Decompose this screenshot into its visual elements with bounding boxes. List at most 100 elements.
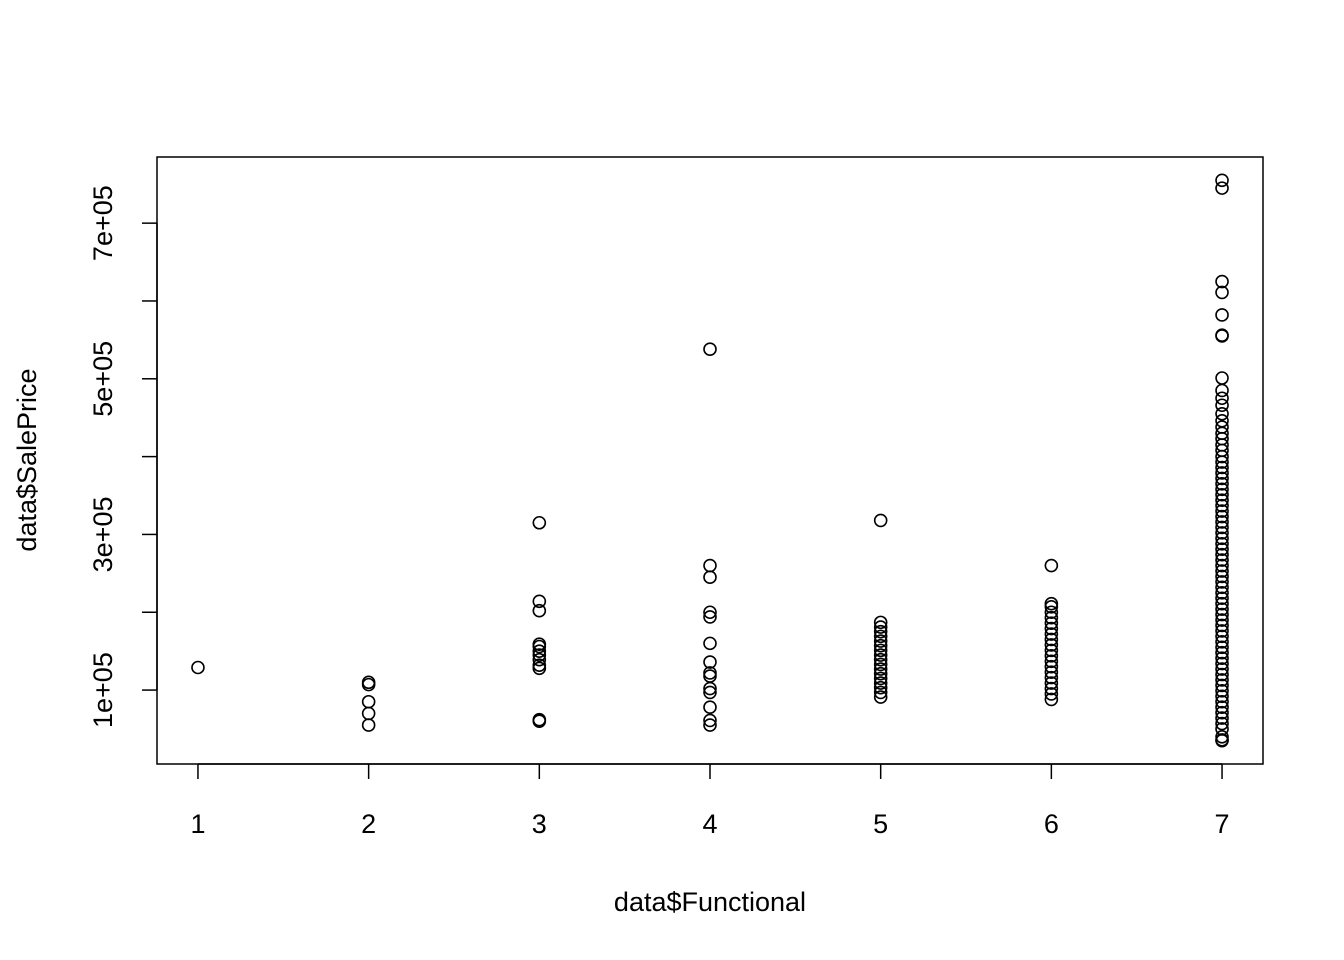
data-point — [1215, 694, 1229, 709]
data-point — [361, 706, 376, 721]
data-point — [361, 677, 376, 692]
data-point — [1044, 627, 1059, 641]
data-point — [1044, 659, 1059, 674]
data-point — [1215, 711, 1229, 725]
data-point — [1215, 602, 1229, 616]
data-point — [703, 605, 717, 620]
data-point — [873, 643, 888, 658]
data-point — [1215, 656, 1229, 671]
data-point — [1215, 733, 1229, 748]
data-point — [1215, 477, 1229, 491]
data-point — [873, 615, 888, 630]
data-point — [873, 690, 888, 704]
data-point — [532, 648, 547, 662]
data-point — [703, 713, 717, 728]
x-tick-label: 1 — [190, 809, 205, 839]
data-point — [361, 718, 376, 732]
data-point — [1215, 509, 1229, 524]
data-point — [703, 610, 717, 624]
data-point — [873, 666, 888, 681]
data-point — [1215, 640, 1229, 655]
data-point — [1044, 621, 1059, 636]
data-point — [1215, 531, 1229, 546]
data-point — [1215, 547, 1229, 562]
data-point — [1215, 607, 1229, 622]
data-point — [1215, 526, 1229, 540]
data-point — [1215, 466, 1229, 480]
data-point — [1044, 654, 1059, 669]
data-point — [361, 694, 376, 709]
data-point — [703, 685, 717, 700]
data-point — [1215, 482, 1229, 497]
data-point — [703, 718, 717, 732]
data-point — [703, 681, 717, 696]
data-point — [873, 648, 888, 662]
data-point — [1215, 689, 1229, 704]
x-axis: 1 2 3 4 5 6 7 — [190, 763, 1230, 839]
data-point — [1215, 585, 1229, 600]
data-point — [1215, 618, 1229, 633]
data-point — [873, 676, 888, 690]
data-point — [1215, 662, 1229, 676]
data-point — [1044, 670, 1059, 685]
data-point — [1215, 407, 1229, 421]
data-point — [1215, 564, 1229, 578]
data-point — [873, 624, 888, 639]
data-point — [532, 714, 547, 728]
data-point — [1044, 692, 1059, 707]
data-point — [1215, 329, 1229, 343]
data-point — [1215, 383, 1229, 398]
data-point — [873, 513, 888, 528]
x-tick-label: 7 — [1215, 809, 1230, 839]
y-tick-label: 7e+05 — [88, 185, 118, 261]
data-point — [873, 634, 888, 648]
data-point — [873, 680, 888, 695]
data-point — [873, 652, 888, 667]
data-point — [1215, 371, 1229, 385]
data-point — [191, 660, 205, 675]
data-point — [1044, 558, 1059, 573]
data-point — [1215, 613, 1229, 627]
data-point — [1215, 705, 1229, 720]
x-tick-label: 6 — [1044, 809, 1059, 839]
data-point — [873, 620, 888, 634]
data-point — [1215, 667, 1229, 682]
data-point — [703, 342, 717, 357]
data-point — [1215, 449, 1229, 464]
plot-box — [156, 156, 1264, 765]
data-point — [1215, 515, 1229, 529]
x-tick-label: 4 — [702, 809, 717, 839]
y-axis: 1e+05 3e+05 5e+05 7e+05 — [88, 185, 158, 728]
data-point — [1044, 605, 1059, 620]
data-point — [1215, 700, 1229, 714]
data-point — [1215, 504, 1229, 518]
data-point — [703, 558, 717, 573]
data-point — [1215, 645, 1229, 660]
x-tick-label: 2 — [361, 809, 376, 839]
data-point — [1215, 542, 1229, 557]
data-point — [1215, 651, 1229, 665]
data-point — [1044, 638, 1059, 652]
data-point — [873, 685, 888, 700]
data-point — [873, 662, 888, 676]
data-point — [1215, 580, 1229, 595]
data-point — [873, 671, 888, 686]
data-point — [1044, 665, 1059, 679]
data-point — [532, 515, 547, 530]
data-point — [873, 629, 888, 644]
data-point — [1044, 616, 1059, 630]
data-point — [1215, 308, 1229, 322]
data-point — [1215, 460, 1229, 475]
y-tick-label: 1e+05 — [88, 652, 118, 728]
data-point — [532, 644, 547, 658]
points-layer — [191, 173, 1229, 748]
data-point — [1215, 591, 1229, 606]
data-point — [532, 594, 547, 609]
data-point — [1215, 629, 1229, 644]
data-point — [1215, 673, 1229, 687]
data-point — [1215, 455, 1229, 469]
data-point — [1044, 600, 1059, 614]
data-point — [1215, 274, 1229, 289]
data-point — [532, 603, 547, 618]
